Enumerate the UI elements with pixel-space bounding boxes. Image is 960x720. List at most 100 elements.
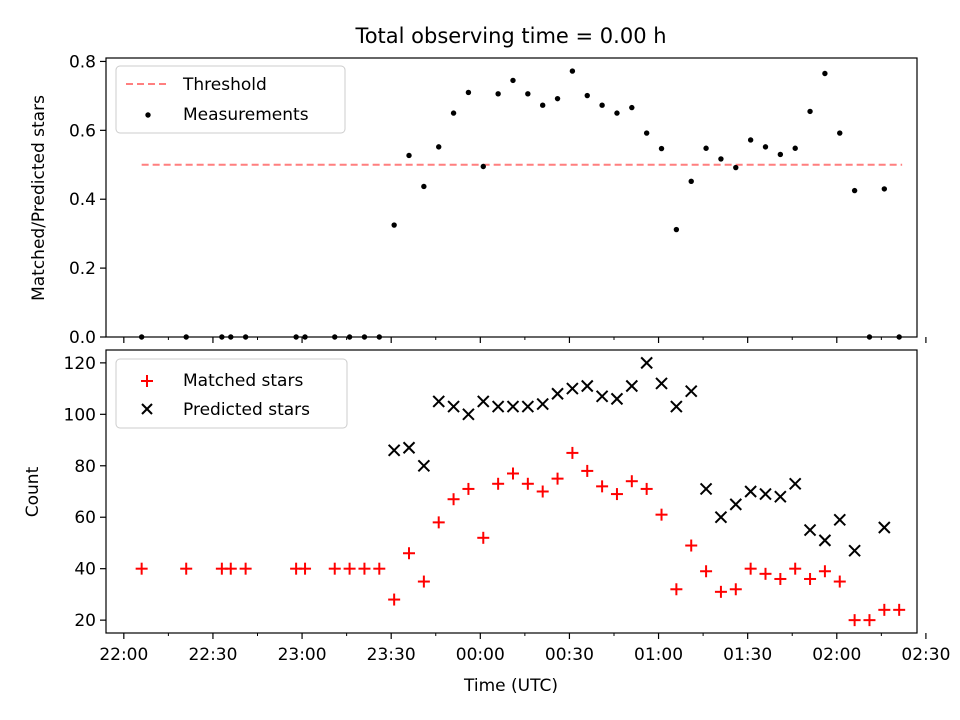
- matched-star-point: [655, 508, 668, 521]
- measurement-point: [242, 334, 249, 340]
- ratio-y-axis-label: Matched/Predicted stars: [29, 95, 49, 301]
- measurement-point: [480, 163, 486, 170]
- ratio-x-ticks: [123, 337, 927, 343]
- x-tick-label: 23:30: [367, 645, 416, 665]
- predicted-star-point: [670, 400, 683, 413]
- x-tick-label: 02:30: [901, 645, 950, 665]
- predicted-legend-label: Predicted stars: [183, 400, 310, 420]
- measurement-point: [643, 130, 650, 136]
- matched-star-point: [581, 464, 594, 477]
- measurement-point: [183, 334, 189, 340]
- matched-star-point: [462, 482, 475, 495]
- measurement-point: [584, 92, 590, 99]
- matched-star-point: [373, 562, 386, 575]
- threshold-legend-label: Threshold: [182, 75, 267, 95]
- matched-star-point: [492, 477, 505, 490]
- predicted-star-point: [729, 498, 742, 511]
- matched-star-point: [388, 593, 401, 606]
- matched-star-point: [893, 603, 906, 616]
- matched-star-point: [863, 614, 876, 627]
- measurement-point: [421, 183, 427, 190]
- matched-star-point: [432, 516, 445, 529]
- top-y-tick-label: 0.0: [69, 328, 96, 348]
- measurement-point: [436, 144, 442, 150]
- top-y-tick-label: 0.8: [69, 52, 96, 72]
- matched-star-point: [714, 585, 727, 598]
- measurement-point: [293, 334, 299, 340]
- matched-star-point: [551, 472, 564, 485]
- measurement-point: [688, 178, 694, 185]
- measurement-point: [837, 130, 843, 136]
- predicted-star-point: [878, 521, 891, 534]
- matched-star-point: [804, 572, 817, 585]
- matched-legend-swatch: [141, 375, 153, 387]
- matched-star-point: [180, 562, 193, 575]
- predicted-star-point: [774, 490, 787, 503]
- measurement-point: [822, 70, 828, 77]
- measurement-point: [747, 137, 754, 143]
- matched-star-point: [447, 493, 460, 506]
- bot-y-tick-label: 80: [74, 457, 96, 477]
- matched-star-point: [625, 475, 638, 488]
- predicted-star-point: [536, 397, 549, 411]
- matched-star-point: [670, 583, 683, 596]
- measurements-legend-swatch: [145, 112, 151, 118]
- count-panel: 20 40 60 80 100 120 22:00 22:30 23:00 23:30 00:00…: [23, 349, 950, 696]
- measurement-point: [219, 334, 225, 340]
- top-y-tick-label: 0.2: [69, 259, 96, 279]
- x-tick-label: 00:00: [456, 645, 505, 665]
- ratio-points-group: [138, 68, 902, 340]
- matched-star-point: [685, 539, 698, 552]
- predicted-star-point: [551, 387, 564, 400]
- count-legend-box: [115, 358, 348, 429]
- predicted-star-point: [402, 441, 416, 454]
- predicted-star-point: [625, 379, 639, 393]
- x-tick-label: 22:30: [188, 645, 237, 665]
- predicted-star-point: [491, 400, 505, 413]
- measurement-point: [896, 334, 902, 340]
- matched-star-point: [596, 480, 609, 493]
- matched-star-point: [833, 575, 846, 588]
- matched-star-point: [729, 583, 742, 596]
- measurement-point: [376, 334, 383, 340]
- bot-y-tick-label: 100: [64, 405, 96, 425]
- count-points-group: [135, 356, 906, 627]
- predicted-star-point: [521, 400, 535, 413]
- ratio-plot-frame: [105, 57, 918, 338]
- matched-legend-label: Matched stars: [183, 371, 303, 391]
- matched-star-point: [343, 562, 356, 575]
- matched-star-point: [640, 482, 653, 495]
- matched-star-point: [417, 575, 430, 588]
- measurement-point: [762, 144, 769, 150]
- matched-star-point: [358, 562, 371, 575]
- measurement-point: [391, 222, 397, 228]
- predicted-star-point: [655, 377, 668, 390]
- predicted-star-point: [581, 379, 594, 393]
- matched-star-point: [224, 562, 237, 575]
- x-tick-label: 02:00: [812, 645, 861, 665]
- count-y-ticks: 20 40 60 80 100 120: [64, 354, 106, 631]
- ratio-panel: 0.00.20.40.60.8 Matched/Predicted stars …: [29, 52, 927, 348]
- measurement-point: [554, 95, 561, 102]
- predicted-star-point: [759, 487, 772, 501]
- matched-star-point: [299, 562, 312, 575]
- measurement-point: [792, 145, 798, 151]
- measurement-point: [599, 102, 605, 108]
- matched-star-point: [135, 562, 148, 575]
- matched-star-point: [759, 567, 772, 580]
- measurement-point: [465, 89, 472, 96]
- measurement-point: [777, 151, 784, 158]
- predicted-star-point: [818, 534, 832, 547]
- top-y-tick-label: 0.6: [69, 121, 96, 141]
- matched-star-point: [506, 467, 519, 480]
- measurement-point: [658, 145, 665, 152]
- predicted-legend-swatch: [141, 403, 153, 415]
- x-tick-label: 01:30: [723, 645, 772, 665]
- x-axis-label: Time (UTC): [463, 676, 558, 696]
- measurement-point: [332, 334, 338, 340]
- measurement-point: [138, 334, 145, 340]
- predicted-star-point: [803, 523, 817, 537]
- matched-star-point: [328, 562, 341, 575]
- bot-y-tick-label: 120: [64, 354, 96, 374]
